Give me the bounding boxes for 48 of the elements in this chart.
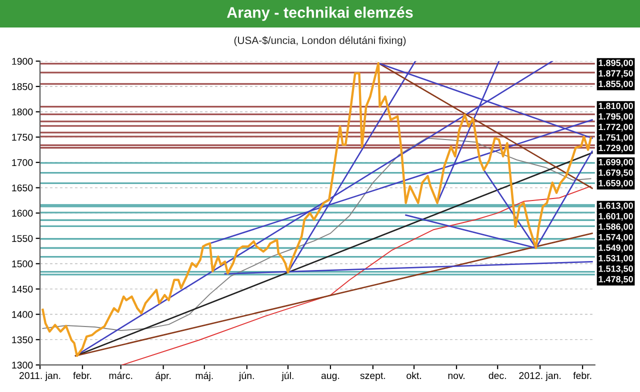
x-tick-label: szept. <box>360 372 386 381</box>
y-tick-label: 1900 <box>12 58 33 65</box>
chart-subtitle: (USA-$/uncia, London délutáni fixing) <box>234 36 406 46</box>
y-tick-label: 1300 <box>12 362 33 369</box>
x-tick-label: 2012. jan. <box>519 372 561 381</box>
y-tick-label: 1850 <box>12 83 33 90</box>
ref-line-label: 1.549,00 <box>598 244 633 252</box>
chart-title: Arany - technikai elemzés <box>226 6 413 21</box>
x-tick-label: aug. <box>321 374 340 381</box>
ref-line-label: 1.574,00 <box>598 234 633 242</box>
y-tick-label: 1400 <box>12 311 33 318</box>
ref-line-label: 1.810,00 <box>598 102 633 110</box>
ref-line-label: 1.729,00 <box>598 144 633 152</box>
x-tick-label: nov. <box>448 374 464 380</box>
x-tick-label: ápr. <box>156 372 171 382</box>
x-tick-label: dec. <box>488 372 506 380</box>
x-tick-label: okt. <box>406 372 421 380</box>
ref-line-label: 1.613,00 <box>598 202 633 210</box>
ref-line-label: 1.586,00 <box>598 224 633 232</box>
y-tick-label: 1650 <box>12 184 33 192</box>
x-tick-label: júl. <box>282 372 294 382</box>
ref-line-label: 1.659,00 <box>598 180 633 188</box>
ref-line-label: 1.855,00 <box>598 80 633 88</box>
y-tick-label: 1800 <box>12 108 33 116</box>
y-tick-label: 1700 <box>12 159 33 166</box>
y-tick-label: 1450 <box>12 286 33 293</box>
ref-line-label: 1.601,00 <box>598 213 633 221</box>
ref-line-label: 1.795,00 <box>598 113 633 121</box>
y-tick-label: 1750 <box>12 134 33 141</box>
x-tick-label: márc. <box>109 372 132 380</box>
ref-line-label: 1.895,00 <box>598 60 633 68</box>
x-tick-label: febr. <box>73 372 92 380</box>
y-tick-label: 1500 <box>12 260 33 268</box>
ref-line-label: 1.478,50 <box>598 276 633 284</box>
ref-line-label: 1.531,00 <box>598 255 633 263</box>
ref-line-label: 1.772,00 <box>598 124 633 132</box>
y-tick-label: 1600 <box>12 210 33 217</box>
x-tick-label: febr. <box>573 372 592 380</box>
ref-line-label: 1.751,00 <box>598 134 633 142</box>
ref-line-label: 1.679,50 <box>598 169 633 178</box>
ref-line-label: 1.877,50 <box>598 70 633 78</box>
y-tick-label: 1550 <box>12 235 33 242</box>
y-tick-label: 1350 <box>12 336 33 344</box>
ref-line-label: 1.513,50 <box>598 266 633 274</box>
x-tick-label: 2011. jan. <box>19 372 60 381</box>
x-tick-label: jún. <box>238 372 254 382</box>
ref-line-label: 1.699,00 <box>598 158 633 167</box>
x-tick-label: máj. <box>196 372 213 382</box>
